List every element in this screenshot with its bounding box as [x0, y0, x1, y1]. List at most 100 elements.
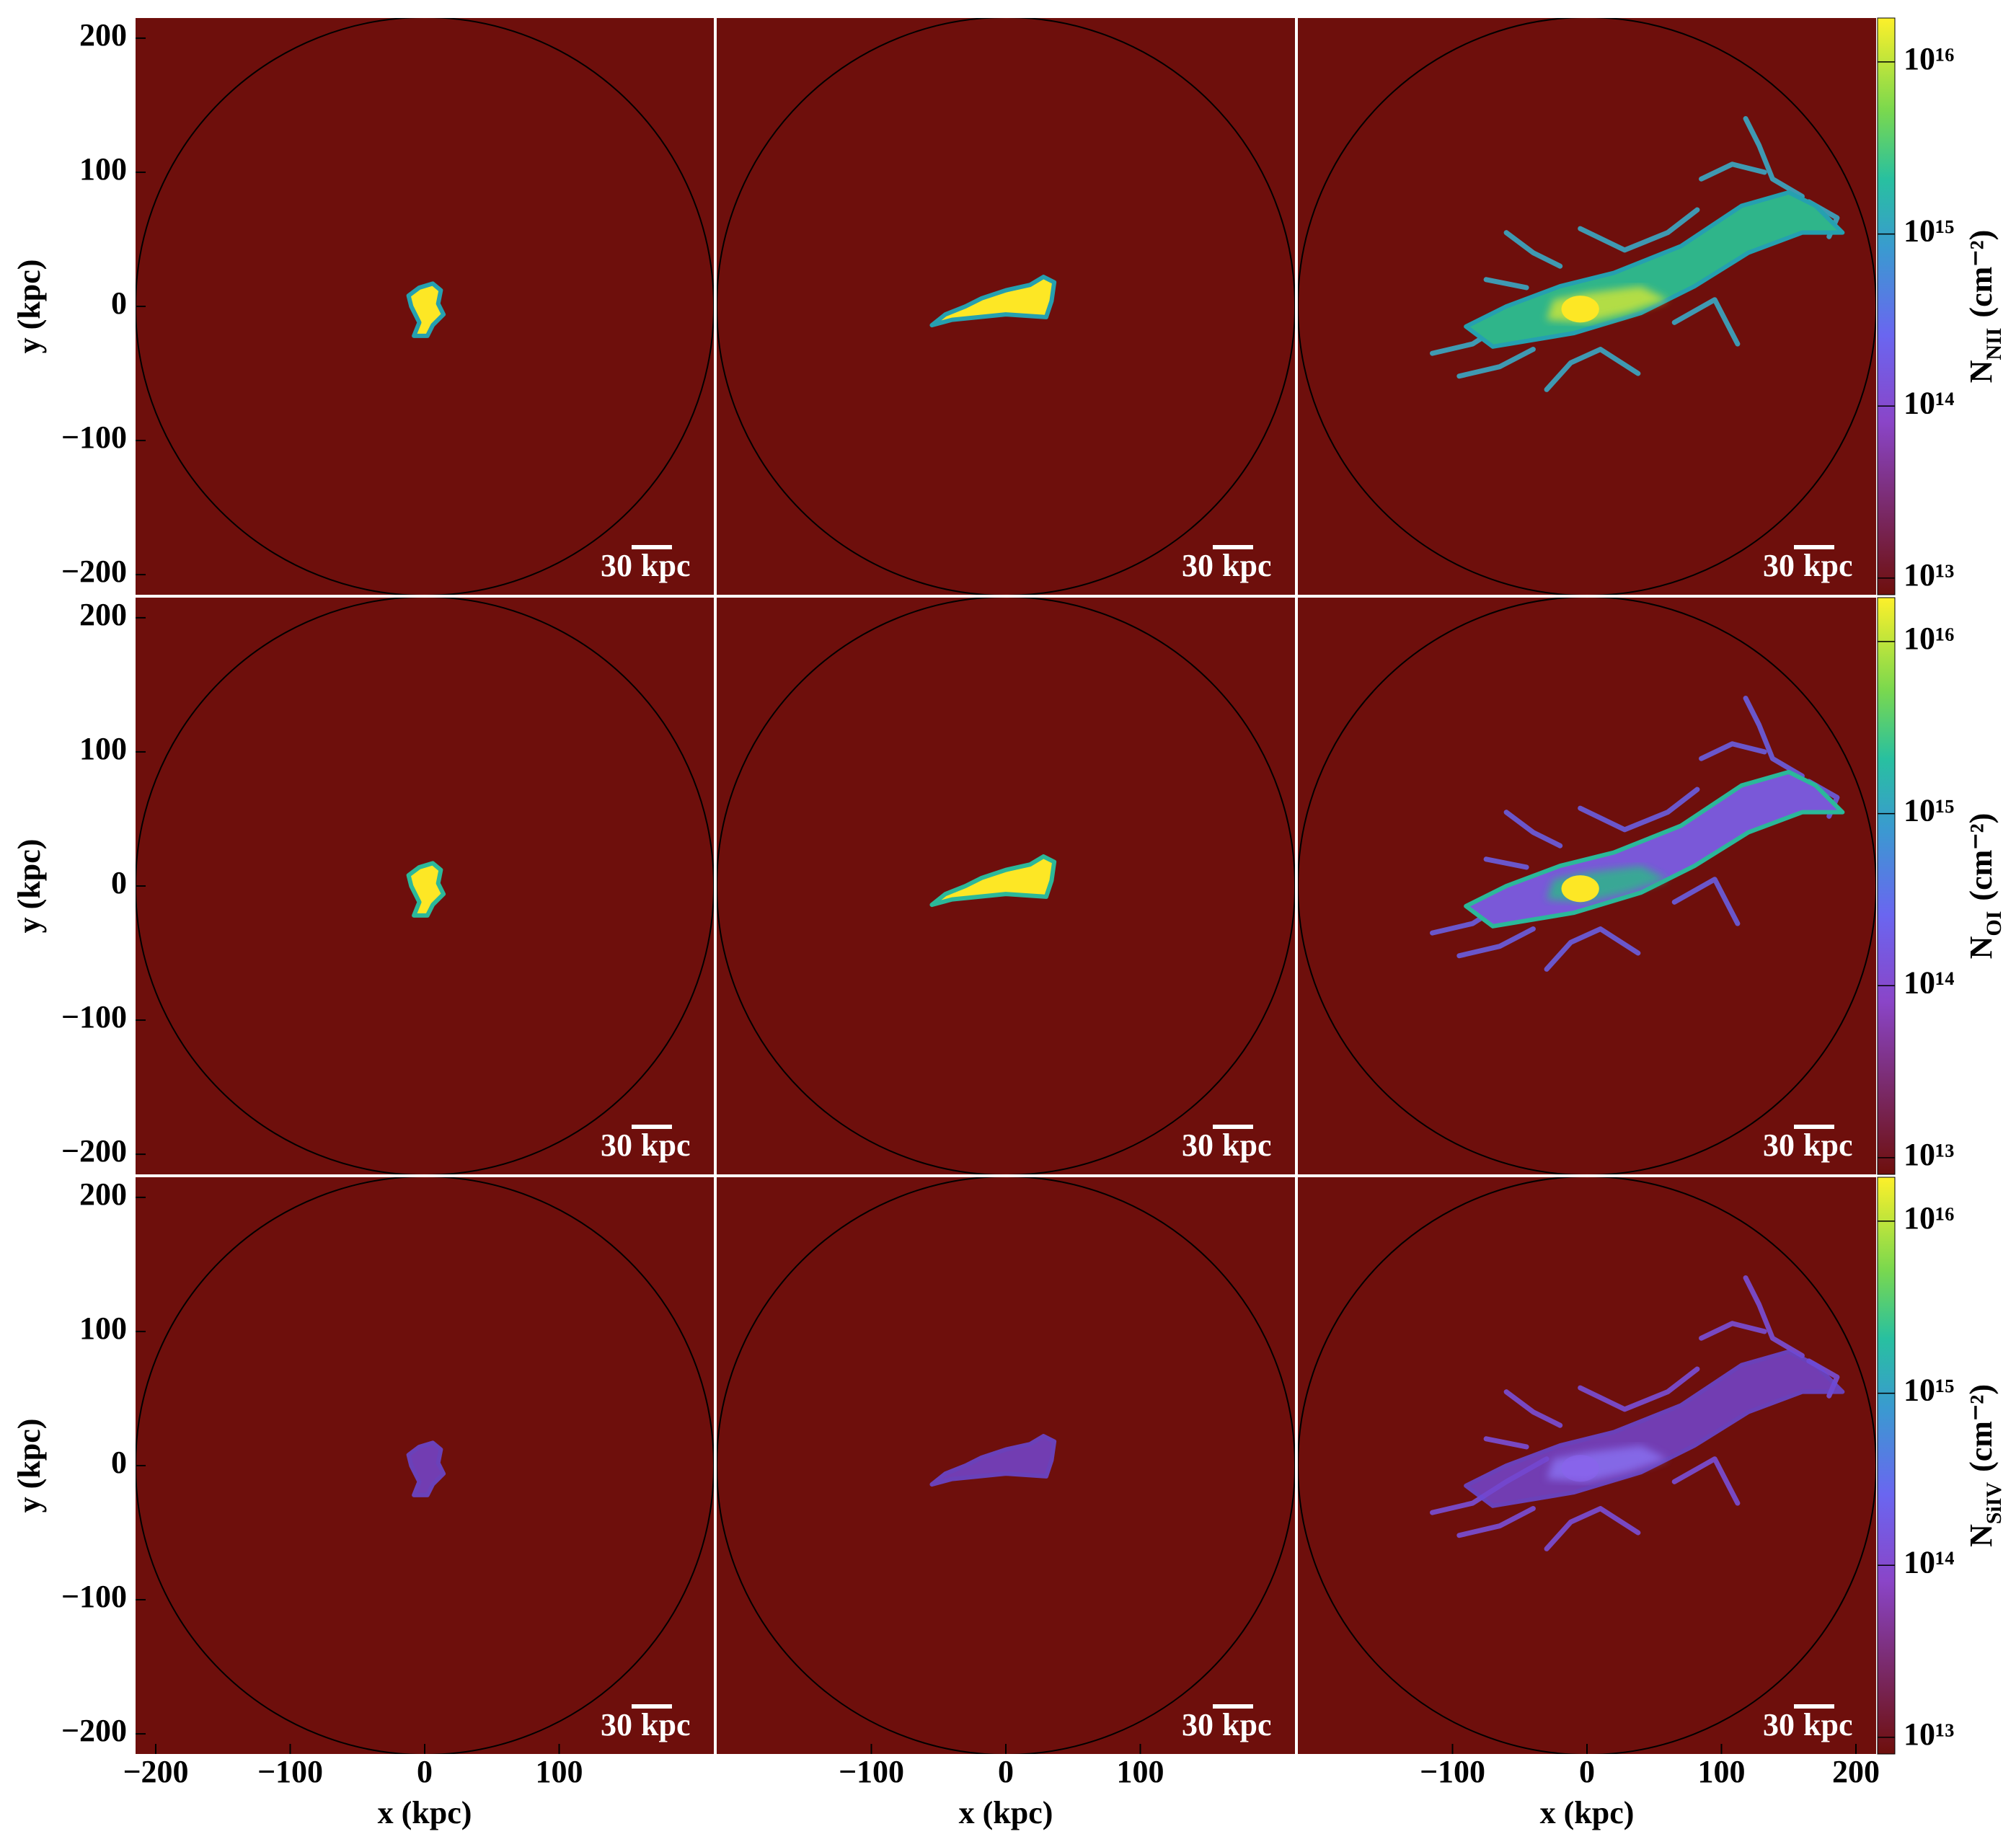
colorbar-tick-label: 10¹⁴ — [1904, 1544, 1954, 1580]
filament — [1580, 1369, 1697, 1409]
panel: 30 kpc — [136, 18, 714, 595]
y-tick-label: 100 — [79, 151, 127, 187]
panel: 30 kpc — [1298, 18, 1876, 595]
scale-bar-length: 30 — [1182, 1707, 1213, 1742]
scale-bar-unit: kpc — [641, 1128, 690, 1163]
colorbar-label: NSiIV (cm⁻²) — [1963, 1384, 2006, 1547]
scale-bar-length: 30 — [601, 1128, 632, 1163]
scale-bar-length: 30 — [1763, 1707, 1795, 1742]
colorbar-symbol: N — [1963, 360, 1999, 383]
filament — [1547, 1509, 1638, 1549]
colorbar-ion: SiIV — [1982, 1482, 2006, 1525]
colorbar-tick-label: 10¹³ — [1904, 557, 1954, 593]
x-tick-label: 100 — [1117, 1754, 1164, 1789]
colorbar-tick-label: 10¹³ — [1904, 1137, 1954, 1172]
panel-content — [1298, 18, 1876, 595]
y-tick-label: 200 — [79, 597, 127, 632]
filament — [1459, 1509, 1534, 1536]
panel-content — [136, 598, 714, 1174]
filament — [1674, 1459, 1738, 1503]
y-tick-label: −100 — [61, 999, 127, 1035]
filament — [1674, 880, 1738, 923]
scale-bar-unit: kpc — [1222, 1707, 1271, 1742]
bright-knot — [1561, 875, 1599, 903]
colorbar-tick-label: 10¹⁴ — [1904, 385, 1954, 420]
bright-knot — [1561, 1455, 1599, 1482]
scale-bar-length: 30 — [1763, 548, 1795, 583]
colorbar-unit: (cm⁻²) — [1963, 813, 1999, 901]
x-tick-label: 100 — [536, 1754, 583, 1789]
emission — [409, 283, 443, 336]
panel-content — [1298, 1177, 1876, 1754]
scale-bar-unit: kpc — [1803, 1128, 1852, 1163]
emission — [1433, 699, 1843, 970]
emission — [932, 1436, 1054, 1484]
x-tick-label: 200 — [1832, 1754, 1880, 1789]
filament — [1746, 699, 1802, 776]
filament — [1580, 210, 1697, 250]
scale-bar-unit: kpc — [641, 548, 690, 583]
colorbar — [1877, 1177, 1896, 1755]
x-tick-label: 0 — [417, 1754, 433, 1789]
colorbar-tick-label: 10¹⁵ — [1904, 793, 1954, 828]
scale-bar-label: 30 kpc — [1763, 548, 1852, 583]
colorbar-tick-label: 10¹³ — [1904, 1716, 1954, 1752]
scale-bar-length: 30 — [1182, 1128, 1213, 1163]
y-tick-label: 0 — [111, 865, 127, 900]
colorbar-tick-label: 10¹⁶ — [1904, 1200, 1954, 1236]
filament — [1702, 1324, 1765, 1338]
filament — [1506, 233, 1560, 267]
scale-bar-length: 30 — [601, 1707, 632, 1742]
colorbar-tick-label: 10¹⁶ — [1904, 41, 1954, 76]
filament — [1486, 859, 1526, 867]
y-tick-label: −100 — [61, 420, 127, 455]
filament — [1506, 812, 1560, 846]
scale-bar-unit: kpc — [641, 1707, 690, 1742]
colorbar-tick-label: 10¹⁵ — [1904, 213, 1954, 249]
panel-content — [717, 1177, 1295, 1754]
gas-cloud — [409, 863, 443, 916]
scale-bar-length: 30 — [601, 548, 632, 583]
y-axis-label: y (kpc) — [12, 839, 47, 934]
panel: 30 kpc — [1298, 598, 1876, 1174]
y-tick-label: 100 — [79, 731, 127, 766]
filament — [1486, 1439, 1526, 1447]
colorbar-unit: (cm⁻²) — [1963, 230, 1999, 318]
x-tick-label: −100 — [1420, 1754, 1485, 1789]
panel-content — [1298, 598, 1876, 1174]
filament — [1746, 119, 1802, 197]
gas-cloud — [409, 283, 443, 336]
filament — [1459, 350, 1534, 376]
y-tick-label: 0 — [111, 1445, 127, 1480]
colorbar-tick-label: 10¹⁵ — [1904, 1373, 1954, 1408]
colorbar-tick-label: 10¹⁴ — [1904, 965, 1954, 1000]
panel-content — [136, 1177, 714, 1754]
scale-bar-label: 30 kpc — [601, 1707, 690, 1742]
emission — [932, 277, 1054, 325]
panel: 30 kpc — [1298, 1177, 1876, 1754]
gas-cloud — [932, 277, 1054, 325]
scale-bar-label: 30 kpc — [1182, 1128, 1271, 1163]
panel-content — [717, 18, 1295, 595]
scale-bar-label: 30 kpc — [1763, 1128, 1852, 1163]
x-tick-label: −100 — [257, 1754, 323, 1789]
colorbar-unit: (cm⁻²) — [1963, 1384, 1999, 1472]
colorbar-symbol: N — [1963, 1524, 1999, 1547]
y-tick-label: −100 — [61, 1579, 127, 1614]
x-tick-label: 100 — [1698, 1754, 1746, 1789]
filament — [1547, 929, 1638, 970]
scale-bar-unit: kpc — [1803, 1707, 1852, 1742]
scale-bar-label: 30 kpc — [1763, 1707, 1852, 1742]
filament — [1506, 1392, 1560, 1426]
gas-cloud — [932, 1436, 1054, 1484]
emission — [1433, 119, 1843, 390]
y-axis-label: y (kpc) — [12, 1419, 47, 1513]
emission — [1433, 1278, 1843, 1549]
filament — [1547, 350, 1638, 390]
filament — [1702, 744, 1765, 758]
colorbar-label: NNII (cm⁻²) — [1963, 230, 2006, 384]
scale-bar-length: 30 — [1763, 1128, 1795, 1163]
colorbar-label: NOI (cm⁻²) — [1963, 813, 2006, 960]
scale-bar-label: 30 kpc — [601, 1128, 690, 1163]
